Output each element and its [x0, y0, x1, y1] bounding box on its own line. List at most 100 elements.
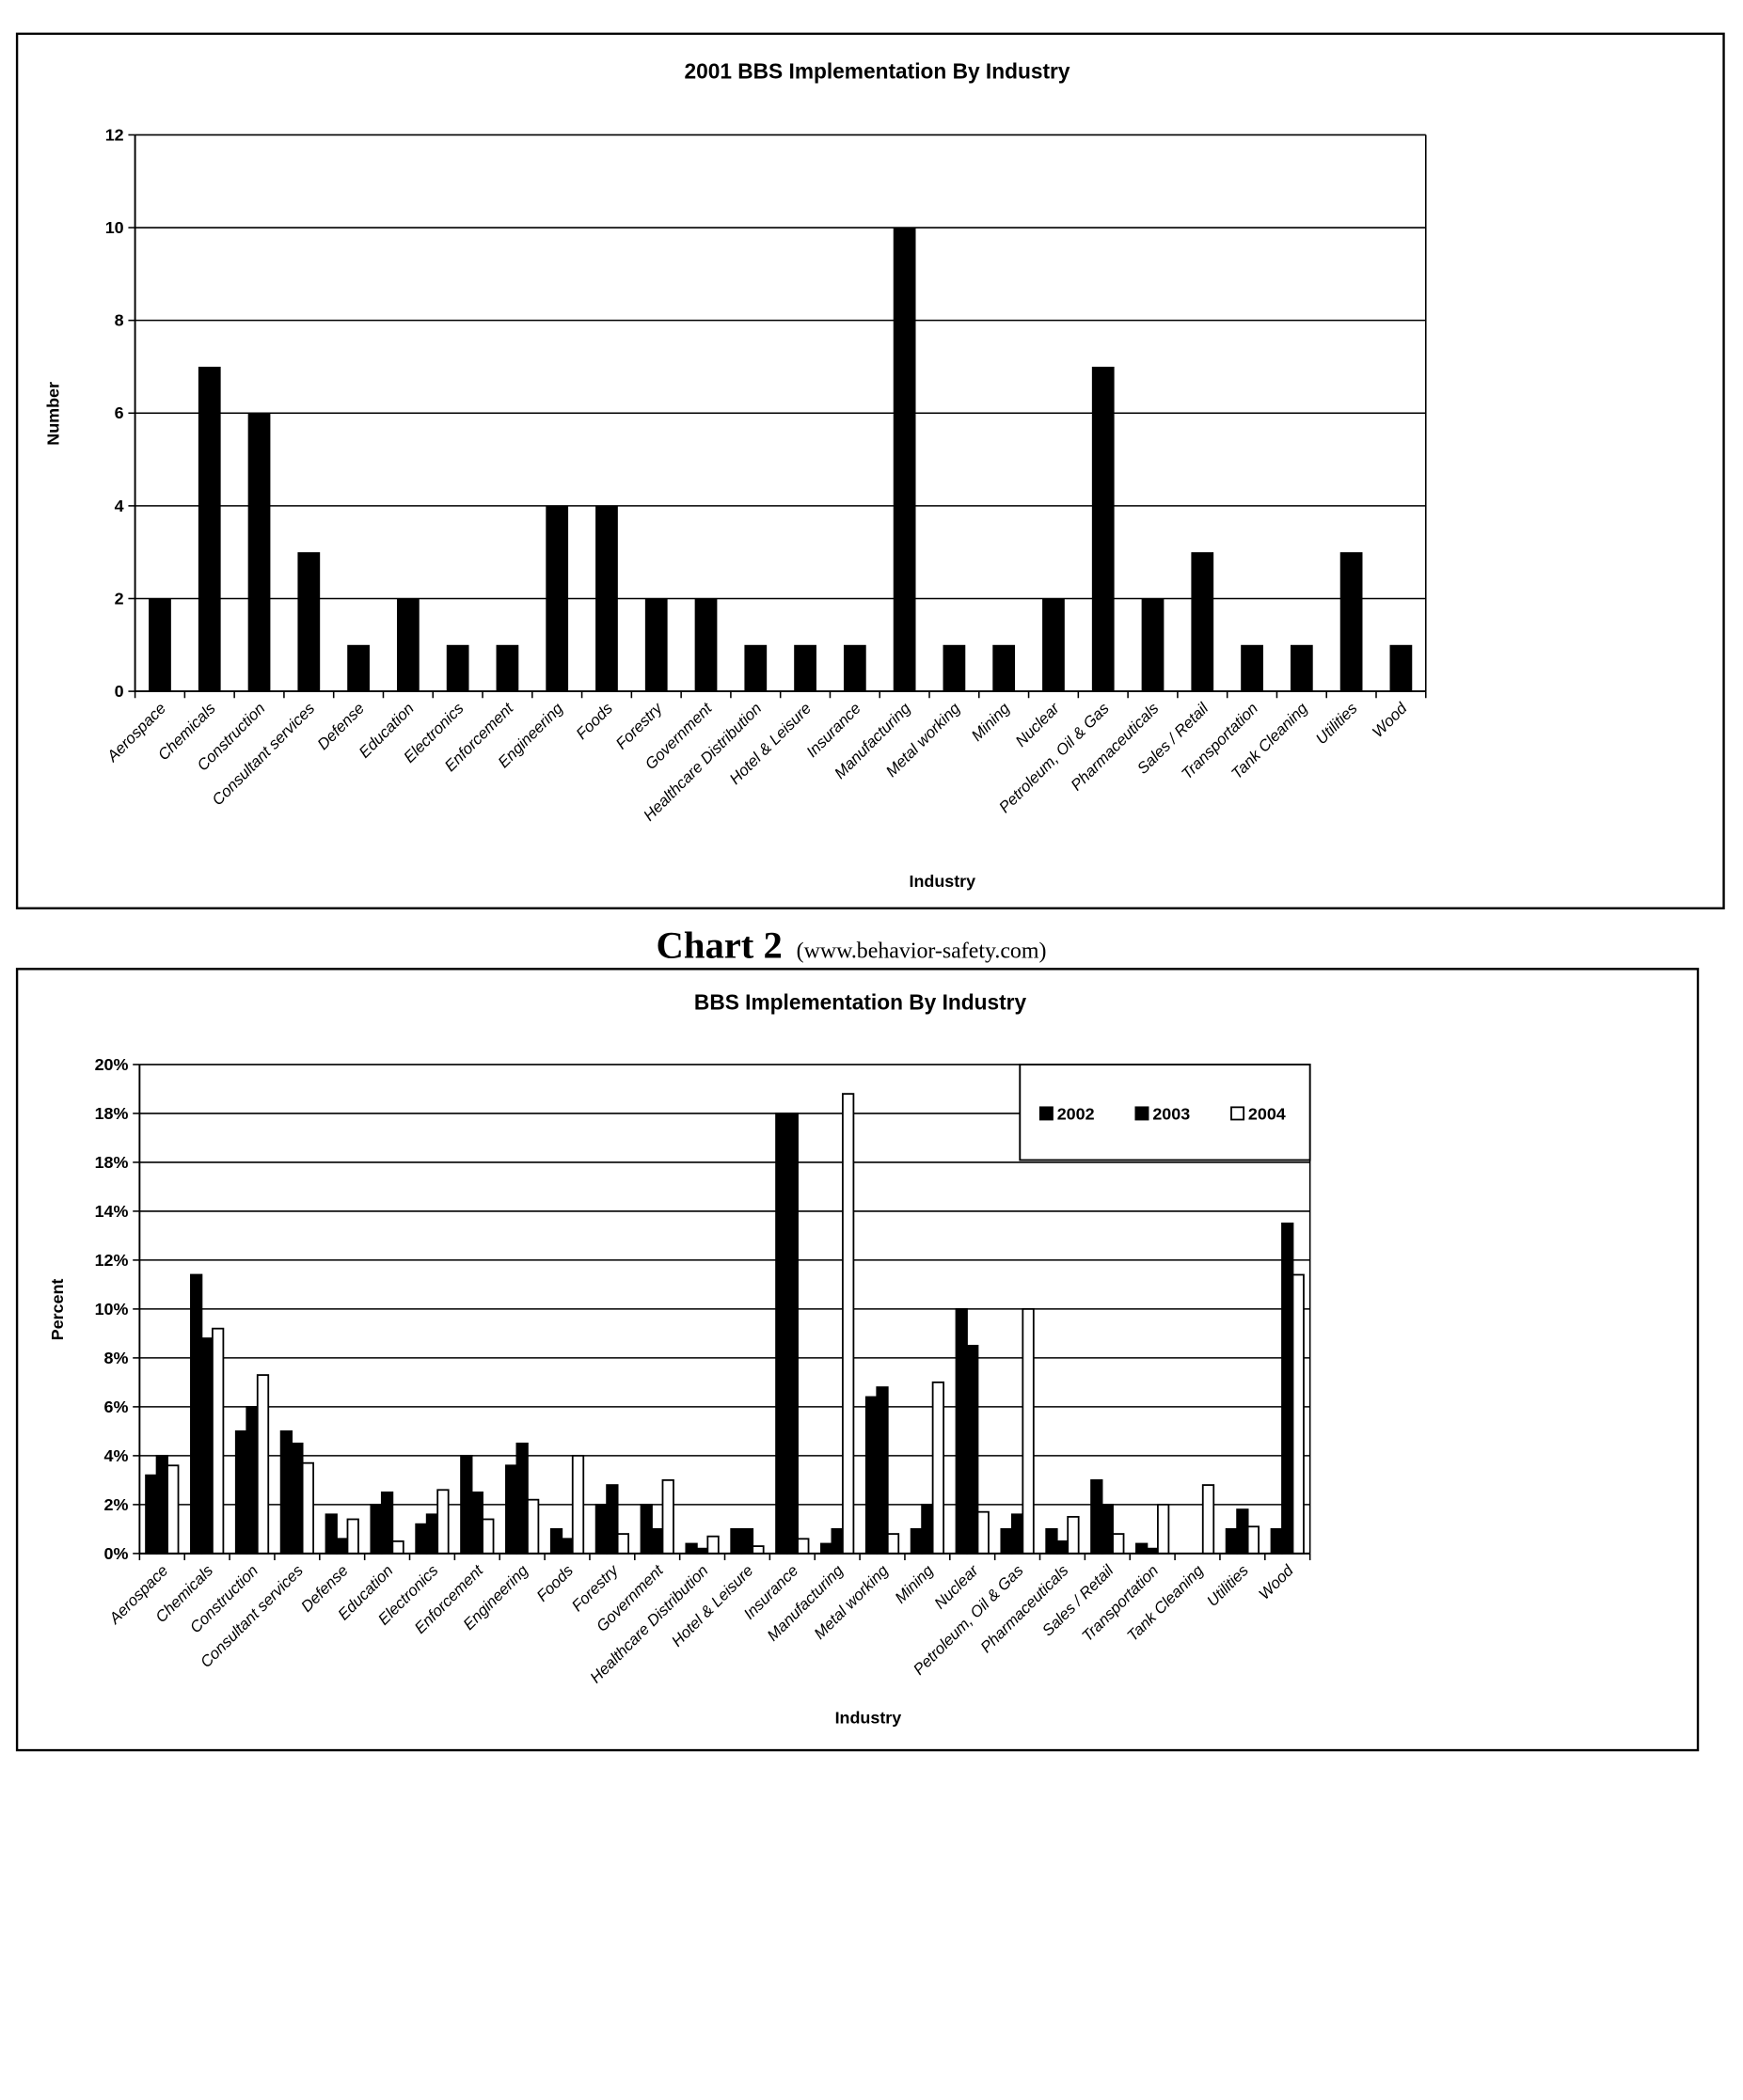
bar-2004 [212, 1327, 225, 1555]
bar-2004 [1201, 1484, 1215, 1555]
bar-2003 [246, 1405, 259, 1555]
y-tick-label: 2% [104, 1495, 129, 1514]
bar-2004 [1157, 1503, 1170, 1555]
y-tick-label: 18% [95, 1104, 129, 1123]
bar-2003 [606, 1484, 619, 1555]
bar-2004 [482, 1518, 495, 1555]
bar [893, 228, 916, 692]
bar [297, 552, 321, 692]
bar [496, 644, 519, 692]
bar-2002 [325, 1513, 338, 1555]
bar [1339, 552, 1363, 692]
bar-2002 [730, 1527, 743, 1555]
chart1-y-axis-label: Number [43, 382, 62, 446]
bar [1241, 644, 1263, 692]
bar-2004 [391, 1539, 404, 1555]
bar [694, 598, 718, 692]
chart1-x-axis-label: Industry [909, 872, 975, 891]
y-tick-label: 2 [115, 589, 124, 608]
bar [198, 366, 221, 692]
bar-2002 [1090, 1478, 1103, 1555]
y-tick-label: 20% [95, 1055, 129, 1074]
bar-2002 [279, 1429, 293, 1555]
y-tick-label: 18% [95, 1153, 129, 1172]
bar-2003 [425, 1513, 439, 1555]
bar-2004 [931, 1381, 944, 1555]
chart2-x-axis-label: Industry [835, 1708, 902, 1727]
bar-2004 [752, 1545, 765, 1555]
bar-2002 [910, 1527, 924, 1555]
y-tick-label: 8 [115, 311, 124, 330]
bar-2002 [234, 1429, 248, 1555]
bar-2004 [886, 1533, 900, 1555]
y-tick-label: 4% [104, 1446, 129, 1465]
chart2-legend: 2002 2003 2004 [1019, 1063, 1311, 1161]
bar-2003 [380, 1491, 394, 1555]
legend-box [1019, 1063, 1311, 1161]
legend-label-2004: 2004 [1248, 1104, 1286, 1123]
bar [1091, 366, 1115, 692]
bar-2003 [561, 1538, 574, 1555]
bar-2002 [594, 1503, 609, 1555]
bar-2003 [876, 1386, 889, 1555]
bar [1191, 552, 1214, 692]
bar-2002 [685, 1542, 698, 1555]
legend-label-2002: 2002 [1057, 1104, 1095, 1123]
bar-2002 [775, 1113, 788, 1555]
y-tick-label: 10 [105, 218, 124, 237]
bar-2003 [1281, 1223, 1294, 1555]
chart2-caption-source: (www.behavior-safety.com) [797, 939, 1047, 963]
chart2-y-axis-label: Percent [48, 1279, 67, 1341]
y-tick-label: 14% [95, 1202, 129, 1221]
chart2-title: BBS Implementation By Industry [694, 989, 1027, 1014]
bar-2004 [527, 1498, 540, 1555]
chart1-frame [15, 32, 1725, 909]
bar-2003 [921, 1503, 934, 1555]
bar-2004 [661, 1478, 674, 1555]
bar [1290, 644, 1313, 692]
bar [1042, 598, 1065, 692]
chart1-title: 2001 BBS Implementation By Industry [684, 59, 1070, 84]
bar-2003 [200, 1337, 214, 1555]
bar [744, 644, 768, 692]
bar-2002 [640, 1503, 653, 1555]
bar-2003 [1055, 1539, 1070, 1555]
y-tick-label: 10% [95, 1300, 129, 1318]
legend-swatch-2002 [1038, 1106, 1054, 1121]
bar-2003 [785, 1113, 799, 1555]
bar-2003 [831, 1527, 844, 1555]
bar [794, 644, 816, 692]
bar-2004 [706, 1535, 720, 1555]
legend-label-2003: 2003 [1152, 1104, 1190, 1123]
bar-2003 [966, 1345, 979, 1555]
bar [644, 598, 668, 692]
bar [546, 505, 569, 692]
bar [396, 598, 420, 692]
bar-2004 [1022, 1308, 1035, 1555]
bar-2002 [1135, 1542, 1149, 1555]
bar-2004 [301, 1461, 314, 1555]
bar [1389, 644, 1413, 692]
bar-2004 [571, 1454, 585, 1555]
y-tick-label: 12% [95, 1251, 129, 1270]
bar-2002 [415, 1523, 428, 1555]
bar-2002 [1045, 1527, 1058, 1555]
bar [347, 644, 370, 692]
bar-2004 [436, 1489, 450, 1555]
bar-2003 [1010, 1513, 1024, 1555]
bar [149, 598, 171, 692]
bar-2004 [1067, 1515, 1080, 1555]
chart2-frame [15, 968, 1700, 1752]
y-tick-label: 12 [105, 125, 124, 144]
bar-2003 [740, 1527, 754, 1555]
bar-2004 [797, 1538, 810, 1555]
bar [1141, 598, 1165, 692]
bar-2002 [370, 1503, 383, 1555]
bar-2004 [976, 1510, 990, 1555]
bar-2004 [1291, 1273, 1305, 1555]
bar-2003 [336, 1538, 349, 1555]
bar-2002 [1000, 1527, 1013, 1555]
bar-2004 [166, 1464, 180, 1555]
chart2-caption-label: Chart 2 [657, 924, 783, 966]
